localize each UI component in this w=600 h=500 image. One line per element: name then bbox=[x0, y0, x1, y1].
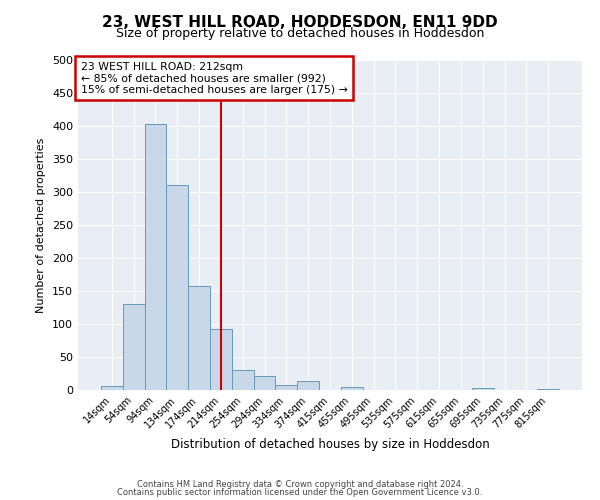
Bar bbox=[145, 124, 166, 390]
Bar bbox=[188, 286, 210, 390]
Text: Contains public sector information licensed under the Open Government Licence v3: Contains public sector information licen… bbox=[118, 488, 482, 497]
Bar bbox=[537, 388, 559, 390]
Bar bbox=[166, 186, 188, 390]
Text: 23 WEST HILL ROAD: 212sqm
← 85% of detached houses are smaller (992)
15% of semi: 23 WEST HILL ROAD: 212sqm ← 85% of detac… bbox=[80, 62, 347, 95]
Bar bbox=[123, 304, 145, 390]
Bar bbox=[232, 370, 254, 390]
Text: Size of property relative to detached houses in Hoddesdon: Size of property relative to detached ho… bbox=[116, 28, 484, 40]
Bar bbox=[254, 376, 275, 390]
Text: Contains HM Land Registry data © Crown copyright and database right 2024.: Contains HM Land Registry data © Crown c… bbox=[137, 480, 463, 489]
Bar bbox=[341, 386, 363, 390]
Bar bbox=[472, 388, 494, 390]
Bar bbox=[297, 382, 319, 390]
Bar bbox=[210, 328, 232, 390]
Bar bbox=[101, 386, 123, 390]
Bar bbox=[275, 386, 297, 390]
Text: 23, WEST HILL ROAD, HODDESDON, EN11 9DD: 23, WEST HILL ROAD, HODDESDON, EN11 9DD bbox=[102, 15, 498, 30]
X-axis label: Distribution of detached houses by size in Hoddesdon: Distribution of detached houses by size … bbox=[170, 438, 490, 451]
Y-axis label: Number of detached properties: Number of detached properties bbox=[37, 138, 46, 312]
